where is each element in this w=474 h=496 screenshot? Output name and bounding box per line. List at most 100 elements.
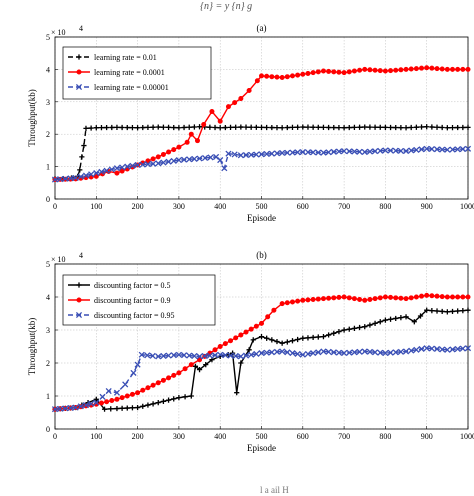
data-point [273, 348, 281, 355]
data-point [377, 147, 384, 154]
data-point [403, 66, 409, 72]
data-point [464, 345, 472, 352]
data-point [184, 139, 190, 145]
data-point [300, 335, 306, 341]
data-point [460, 294, 466, 300]
data-point [175, 351, 182, 358]
data-point [212, 124, 218, 131]
data-point [279, 149, 286, 157]
data-point [418, 124, 425, 130]
data-point [217, 343, 223, 349]
legend-swatch-marker [76, 282, 82, 288]
data-point [232, 352, 239, 360]
x-tick-label: 700 [338, 432, 350, 441]
data-point [104, 124, 110, 131]
data-point [170, 157, 177, 164]
data-point [444, 125, 450, 131]
data-point [227, 352, 234, 359]
data-point [366, 348, 373, 355]
data-point [398, 125, 404, 131]
series-2 [52, 292, 471, 412]
legend-label: discounting factor = 0.95 [94, 311, 175, 320]
data-point [377, 319, 383, 325]
x-tick-label: 700 [338, 202, 350, 211]
data-point [188, 362, 194, 368]
data-point [243, 329, 249, 335]
data-point [105, 387, 112, 395]
data-point [227, 124, 234, 130]
data-point [209, 109, 215, 115]
data-point [387, 316, 394, 322]
data-point [351, 349, 358, 356]
legend-swatch-marker [76, 54, 82, 60]
data-point [320, 68, 326, 74]
series-2 [52, 65, 471, 183]
legend-swatch-marker [75, 311, 83, 319]
data-point [351, 148, 358, 155]
data-point [149, 352, 156, 359]
data-point [388, 68, 394, 74]
y-tick-label: 0 [46, 195, 50, 204]
data-point [207, 124, 213, 130]
data-point [165, 397, 172, 403]
data-point [122, 381, 129, 388]
data-point [295, 72, 301, 78]
data-point [450, 294, 456, 300]
data-point [460, 308, 466, 314]
data-point [387, 124, 394, 131]
data-point [377, 124, 383, 130]
data-point [176, 370, 182, 376]
data-point [81, 142, 87, 149]
data-point [372, 320, 378, 326]
data-point [160, 124, 167, 130]
data-point [62, 175, 69, 182]
data-point [129, 391, 135, 397]
data-point [439, 124, 445, 131]
data-point [424, 292, 430, 298]
x-tick-label: 900 [421, 202, 433, 211]
y-tick-label: 1 [46, 163, 50, 172]
data-point [191, 155, 198, 162]
data-point [284, 339, 290, 345]
data-point [109, 398, 115, 404]
data-point [150, 382, 156, 388]
data-point [413, 146, 420, 153]
data-point [246, 87, 252, 93]
legend-swatch-marker [75, 83, 83, 91]
x-tick-label: 300 [173, 432, 185, 441]
data-point [362, 66, 368, 72]
data-point [356, 124, 363, 130]
data-point [243, 124, 249, 130]
data-point [377, 68, 383, 74]
data-point [341, 70, 347, 76]
data-point [98, 125, 105, 131]
data-point [88, 171, 95, 178]
data-point [248, 351, 255, 358]
data-point [129, 125, 136, 131]
x-tick-label: 300 [173, 202, 185, 211]
series-1 [52, 124, 471, 182]
data-point [160, 159, 167, 166]
data-point [238, 96, 244, 102]
data-point [455, 66, 461, 72]
data-point [248, 326, 254, 332]
data-point [238, 360, 244, 366]
data-point [145, 402, 151, 408]
x-tick-label: 600 [297, 432, 309, 441]
data-point [108, 166, 115, 173]
data-point [279, 301, 285, 307]
data-point [237, 152, 244, 159]
data-point [325, 149, 332, 156]
data-point [429, 65, 435, 71]
data-point [279, 125, 285, 131]
data-point [135, 390, 141, 396]
y-tick-label: 5 [46, 33, 50, 42]
data-point [258, 73, 264, 79]
data-point [465, 124, 471, 130]
data-point [79, 154, 85, 160]
data-point [124, 124, 130, 131]
data-point [331, 69, 337, 75]
data-point [372, 148, 379, 155]
data-point [217, 125, 223, 131]
data-point [155, 353, 162, 360]
